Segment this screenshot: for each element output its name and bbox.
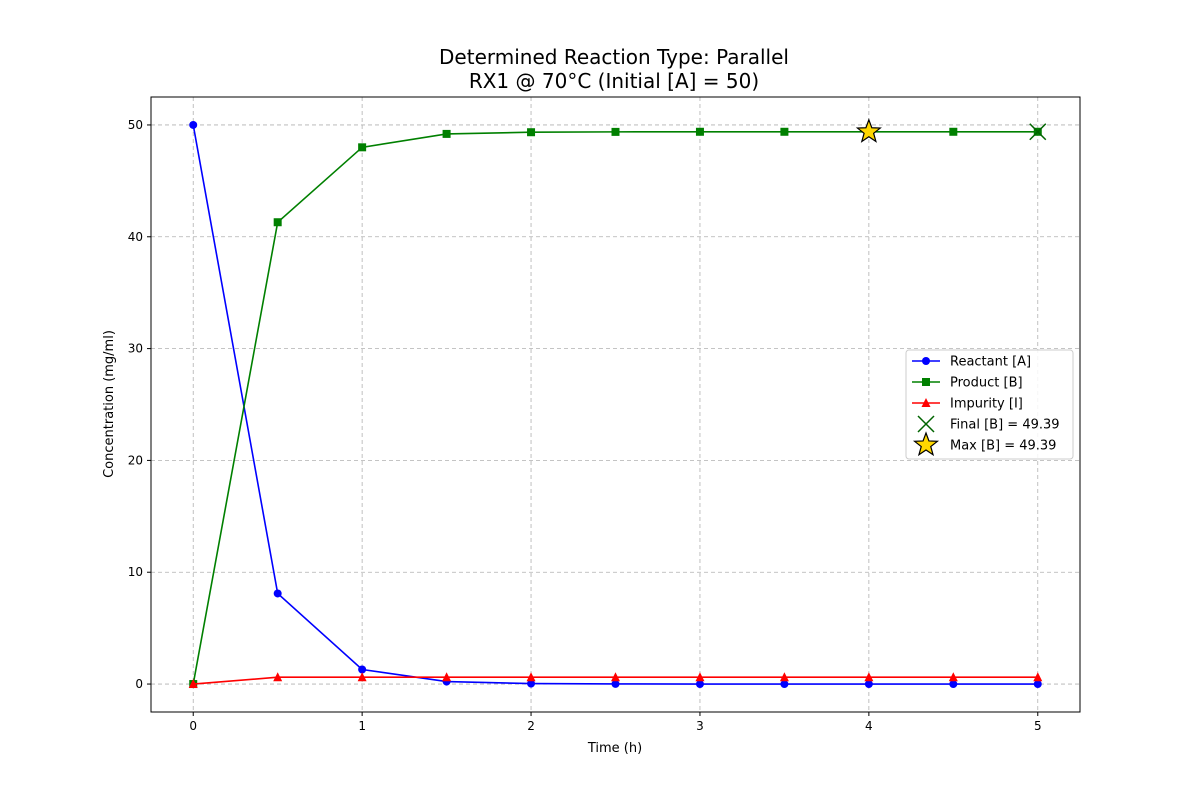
- x-tick-label: 2: [527, 719, 535, 733]
- legend-marker: [921, 398, 931, 407]
- series-1-point: [527, 679, 536, 688]
- legend-label: Product [B]: [950, 376, 1023, 391]
- x-tick-label: 3: [696, 719, 704, 733]
- series-1-point: [864, 680, 873, 689]
- series-2-point: [611, 127, 620, 136]
- y-tick-label: 0: [135, 677, 143, 691]
- legend-box: [905, 349, 1074, 460]
- plot-frame: [150, 96, 1081, 713]
- legend-item: Impurity [I]: [912, 397, 1023, 412]
- series-2-point: [949, 127, 958, 136]
- legend-item: Product [B]: [912, 376, 1023, 391]
- legend-label: Reactant [A]: [950, 355, 1031, 370]
- series-3-point: [611, 672, 620, 682]
- chart-subtitle: RX1 @ 70°C (Initial [A] = 50): [469, 69, 759, 93]
- series-1-point: [358, 665, 367, 674]
- series-3-point: [188, 679, 198, 689]
- plot-area: [188, 118, 1047, 689]
- legend-item: Max [B] = 49.39: [912, 431, 1056, 457]
- y-tick-label: 40: [128, 230, 143, 244]
- legend-marker: [922, 378, 930, 386]
- legend-marker: [917, 415, 935, 433]
- series-2-point: [273, 218, 282, 227]
- legend-item: Reactant [A]: [912, 355, 1031, 370]
- series-2-point: [527, 128, 536, 137]
- series-2-point: [442, 129, 451, 138]
- final-b-x-marker: [1029, 123, 1047, 141]
- x-tick-label: 1: [358, 719, 366, 733]
- legend-label: Final [B] = 49.39: [950, 418, 1060, 433]
- series-2-point: [358, 143, 367, 152]
- series-3-point: [695, 672, 705, 682]
- legend-marker-stroke-2: [917, 415, 935, 433]
- x-tick-label: 5: [1034, 719, 1042, 733]
- series-3-point: [442, 672, 452, 682]
- series-1-point: [949, 680, 958, 689]
- y-axis-label: Concentration (mg/ml): [102, 330, 117, 478]
- series-1-point: [1033, 680, 1042, 689]
- y-tick-label: 10: [128, 565, 143, 579]
- x-axis-ticks: 0 1 2 3 4 5: [189, 712, 1042, 733]
- series-2-point: [695, 127, 704, 136]
- max-b-star-marker: [855, 118, 882, 143]
- series-1-point: [611, 679, 620, 688]
- series-3-point: [779, 672, 789, 682]
- y-tick-label: 30: [128, 342, 143, 356]
- legend-marker: [912, 431, 940, 457]
- series-3-point: [357, 672, 367, 682]
- legend-label: Impurity [I]: [950, 397, 1023, 412]
- series-3-point: [273, 672, 283, 682]
- series-3-point: [1033, 672, 1043, 682]
- series-3-point: [948, 672, 958, 682]
- series-3-point: [526, 672, 536, 682]
- series-1-point: [189, 120, 198, 129]
- series-1-point: [780, 680, 789, 689]
- x-tick-label: 0: [189, 719, 197, 733]
- legend: Reactant [A] Product [B] Impurity [I] Final…: [905, 349, 1074, 460]
- legend-item: Final [B] = 49.39: [917, 415, 1060, 433]
- chart-title: Determined Reaction Type: Parallel: [439, 45, 789, 69]
- series-1-point: [695, 680, 704, 689]
- y-axis-ticks: 0 10 20 30 40 50: [128, 118, 151, 691]
- x-axis-label: Time (h): [587, 741, 642, 756]
- series-1-point: [273, 589, 282, 598]
- x-tick-label: 4: [865, 719, 873, 733]
- series-3-point: [864, 672, 874, 682]
- y-tick-label: 50: [128, 118, 143, 132]
- y-tick-label: 20: [128, 453, 143, 467]
- final-b-x-marker-stroke-2: [1029, 123, 1047, 141]
- legend-marker: [922, 357, 930, 365]
- legend-label: Max [B] = 49.39: [950, 439, 1056, 454]
- series-2-point: [780, 127, 789, 136]
